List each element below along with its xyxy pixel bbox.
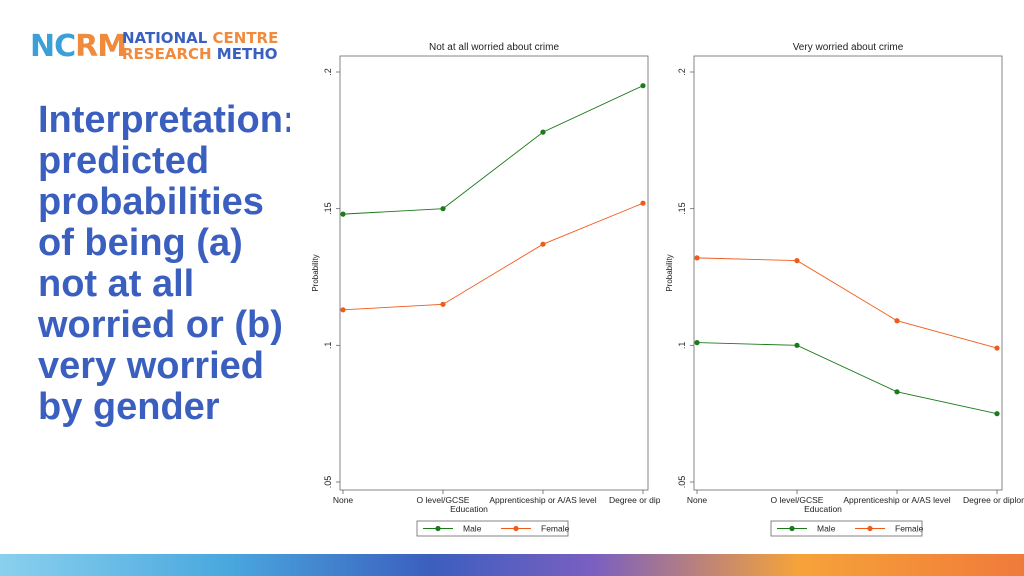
- chart-panel-1: Very worried about crime .05 .1 .15 .2 Probab…: [665, 42, 1024, 537]
- series-line-female: [696, 257, 998, 349]
- x-tick-labels: None O level/GCSE Apprenticeship or A/AS l…: [333, 495, 661, 505]
- ncrm-logo: NCRM NATIONAL CENTRE RESEARCH METHO: [30, 30, 300, 66]
- legend-label-male: Male: [463, 524, 482, 534]
- legend-label-female: Female: [895, 524, 924, 534]
- data-point-male: [340, 211, 346, 217]
- y-axis-label: Probability: [665, 254, 674, 291]
- data-point-male: [640, 83, 646, 89]
- data-point-male: [440, 206, 446, 212]
- footer-gradient-bar: [0, 554, 1024, 576]
- x-tick-labels: None O level/GCSE Apprenticeship or A/AS l…: [687, 495, 1024, 505]
- data-point-female: [640, 200, 646, 206]
- x-tick-label: Apprenticeship or A/AS level: [489, 495, 596, 505]
- data-point-male: [994, 411, 1000, 417]
- data-point-male: [540, 129, 546, 135]
- x-axis-label: Education: [804, 504, 842, 514]
- x-tick-label: Apprenticeship or A/AS level: [843, 495, 950, 505]
- x-tick-label: Degree or dip: [609, 495, 661, 505]
- logo-wordmark: NATIONAL CENTRE RESEARCH METHO: [122, 29, 279, 63]
- series-line-female: [342, 202, 644, 311]
- y-tick-label: .05: [677, 476, 687, 489]
- chart-title: Not at all worried about crime: [429, 42, 559, 53]
- y-tick-label: .1: [677, 342, 687, 350]
- legend-marker-female: [867, 525, 873, 532]
- data-point-female: [894, 318, 900, 324]
- charts-svg: Not at all worried about crime .05 .1 .15 .2…: [311, 42, 1024, 537]
- chart-legend: Male Female: [416, 520, 570, 537]
- y-tick-label: .2: [677, 68, 687, 76]
- x-tick-label: O level/GCSE: [417, 495, 470, 505]
- footer-divider: [290, 552, 1024, 554]
- x-tick-label: None: [687, 495, 708, 505]
- data-point-male: [794, 342, 800, 348]
- data-point-male: [894, 389, 900, 395]
- x-tick-label: None: [333, 495, 354, 505]
- data-point-female: [340, 307, 346, 313]
- x-tick-label: O level/GCSE: [771, 495, 824, 505]
- legend-box: [770, 520, 923, 537]
- logo-mark: NCRM: [30, 29, 127, 64]
- chart-area: Not at all worried about crime .05 .1 .15 .2…: [290, 30, 1024, 554]
- chart-panel-0: Not at all worried about crime .05 .1 .15 .2…: [311, 42, 661, 537]
- series-line-male: [696, 342, 998, 415]
- y-axis-label: Probability: [311, 254, 320, 291]
- slide-headline: Interpretation: predicted probabilities …: [38, 99, 296, 428]
- plot-frame: [693, 55, 1003, 491]
- data-point-female: [540, 241, 546, 247]
- legend-label-male: Male: [817, 524, 836, 534]
- plot-frame: [339, 55, 649, 491]
- legend-box: [416, 520, 569, 537]
- y-tick-label: .2: [323, 68, 333, 76]
- legend-marker-female: [513, 525, 519, 532]
- y-tick-label: .15: [323, 202, 333, 215]
- data-point-female: [440, 301, 446, 307]
- data-point-female: [694, 255, 700, 261]
- data-point-female: [794, 258, 800, 264]
- chart-title: Very worried about crime: [793, 42, 904, 53]
- data-point-male: [694, 340, 700, 346]
- data-point-female: [994, 345, 1000, 351]
- y-tick-label: .1: [323, 342, 333, 350]
- legend-label-female: Female: [541, 524, 570, 534]
- legend-marker-male: [789, 525, 795, 532]
- y-tick-label: .15: [677, 202, 687, 215]
- y-tick-label: .05: [323, 476, 333, 489]
- x-tick-label: Degree or diplom: [963, 495, 1024, 505]
- series-line-male: [342, 85, 644, 215]
- chart-legend: Male Female: [770, 520, 924, 537]
- legend-marker-male: [435, 525, 441, 532]
- x-axis-label: Education: [450, 504, 488, 514]
